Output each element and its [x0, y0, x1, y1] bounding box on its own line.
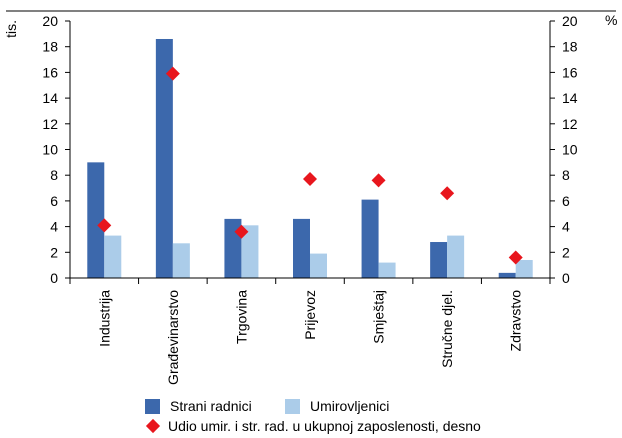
x-tick-label-3: Prijevoz [302, 290, 318, 340]
x-tick-label-2: Trgovina [233, 290, 249, 344]
plot-area: 0 0 2 2 4 4 6 6 8 8 10 10 12 12 14 14 16 16 18 18 20 20 Indust… [42, 13, 577, 385]
y-tick-label-left-8: 16 [42, 64, 58, 80]
y-tick-label-left-10: 20 [42, 13, 58, 29]
marker-udio-3 [303, 172, 317, 187]
y-tick-label-left-1: 2 [50, 244, 58, 260]
y-tick-label-right-7: 14 [562, 90, 578, 106]
y-tick-label-right-8: 16 [562, 64, 578, 80]
chart: tis. % 0 0 2 2 4 4 6 6 8 8 10 10 12 12 14 14 16 16 18 18 20 2… [3, 10, 617, 385]
bar-umirovljenici-0 [104, 235, 122, 278]
bar-strani-radnici-4 [361, 199, 379, 278]
legend-marker-udio [145, 418, 161, 434]
bar-umirovljenici-2 [241, 225, 259, 278]
y-tick-label-right-2: 4 [562, 219, 570, 235]
y-tick-label-right-6: 12 [562, 116, 578, 132]
right-axis-unit: % [605, 12, 617, 28]
bar-umirovljenici-4 [378, 262, 396, 278]
y-tick-label-right-10: 20 [562, 13, 578, 29]
y-tick-label-right-0: 0 [562, 270, 570, 286]
bar-umirovljenici-3 [310, 253, 327, 278]
marker-udio-2 [234, 224, 249, 239]
legend-item-udio: Udio umir. i str. rad. u ukupnoj zaposle… [145, 418, 481, 434]
marker-udio-1 [165, 66, 180, 81]
marker-udio-6 [508, 250, 523, 265]
bar-strani-radnici-3 [293, 218, 310, 278]
marker-udio-4 [371, 173, 386, 188]
bar-strani-radnici-6 [498, 272, 516, 278]
y-tick-label-right-5: 10 [562, 142, 578, 158]
y-tick-label-right-9: 18 [562, 39, 578, 55]
legend-label-strani-radnici: Strani radnici [170, 398, 252, 414]
bar-strani-radnici-1 [155, 38, 173, 278]
y-tick-label-left-5: 10 [42, 142, 58, 158]
bar-strani-radnici-5 [430, 242, 448, 278]
x-tick-label-4: Smještaj [371, 290, 387, 344]
bar-strani-radnici-0 [87, 162, 105, 278]
y-tick-label-left-3: 6 [50, 193, 58, 209]
y-tick-label-left-0: 0 [50, 270, 58, 286]
y-tick-label-left-4: 8 [50, 167, 58, 183]
x-tick-label-0: Industrija [96, 290, 112, 347]
marker-udio-0 [97, 218, 112, 233]
y-tick-label-right-3: 6 [562, 193, 570, 209]
legend-label-umirovljenici: Umirovljenici [310, 398, 390, 414]
legend-item-strani-radnici: Strani radnici [145, 398, 252, 414]
left-axis-unit: tis. [3, 20, 19, 38]
bar-umirovljenici-1 [172, 243, 190, 278]
x-tick-label-5: Stručne djel. [439, 290, 455, 368]
legend-item-umirovljenici: Umirovljenici [285, 398, 389, 414]
bar-umirovljenici-6 [515, 260, 533, 278]
marker-udio-5 [440, 186, 455, 201]
x-tick-label-6: Zdravstvo [508, 290, 524, 352]
y-tick-label-right-4: 8 [562, 167, 570, 183]
y-tick-label-left-7: 14 [42, 90, 58, 106]
y-tick-label-right-1: 2 [562, 244, 570, 260]
bar-umirovljenici-5 [447, 235, 465, 278]
legend-swatch-umirovljenici [285, 398, 300, 414]
y-tick-label-left-2: 4 [50, 219, 58, 235]
legend: Strani radnici Umirovljenici Udio umir. … [145, 398, 615, 438]
legend-swatch-strani-radnici [145, 398, 160, 414]
y-tick-label-left-9: 18 [42, 39, 58, 55]
x-tick-label-1: Građevinarstvo [165, 290, 181, 385]
legend-label-udio: Udio umir. i str. rad. u ukupnoj zaposle… [168, 418, 481, 434]
y-tick-label-left-6: 12 [42, 116, 58, 132]
